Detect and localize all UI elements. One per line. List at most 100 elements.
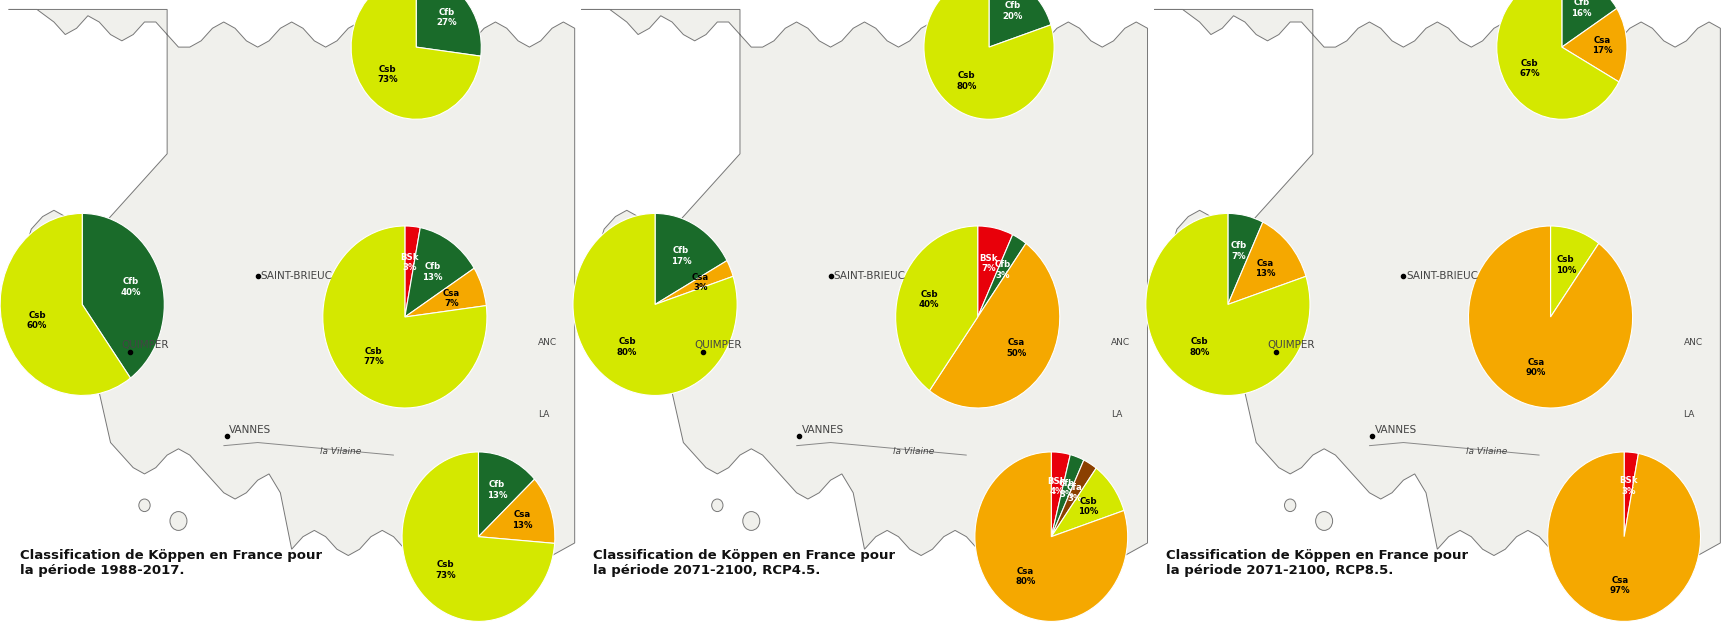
Wedge shape — [1561, 0, 1617, 47]
Text: Cfb
7%: Cfb 7% — [1231, 242, 1247, 261]
Text: Csb
77%: Csb 77% — [363, 347, 384, 366]
Text: BSk
3%: BSk 3% — [399, 253, 418, 273]
Circle shape — [712, 499, 723, 512]
Text: Csa
90%: Csa 90% — [1525, 358, 1546, 377]
Wedge shape — [405, 268, 486, 317]
Wedge shape — [896, 226, 977, 391]
Wedge shape — [1146, 214, 1311, 396]
Polygon shape — [581, 10, 1148, 555]
Text: Csa
50%: Csa 50% — [1006, 339, 1027, 358]
Text: SAINT-BRIEUC: SAINT-BRIEUC — [833, 271, 906, 281]
Circle shape — [169, 512, 187, 531]
Text: Csb
67%: Csb 67% — [1520, 59, 1541, 78]
Wedge shape — [479, 479, 555, 543]
Text: Cfb
27%: Cfb 27% — [436, 8, 456, 27]
Text: QUIMPER: QUIMPER — [695, 340, 742, 350]
Text: ANC: ANC — [1684, 338, 1703, 347]
Text: la Vilaine: la Vilaine — [1466, 448, 1508, 456]
Text: SAINT-BRIEUC: SAINT-BRIEUC — [1406, 271, 1478, 281]
Text: Csb
10%: Csb 10% — [1556, 256, 1575, 275]
Text: Cfb
3%: Cfb 3% — [994, 261, 1011, 280]
Text: la Vilaine: la Vilaine — [892, 448, 934, 456]
Text: Csa
97%: Csa 97% — [1610, 576, 1630, 595]
FancyBboxPatch shape — [1155, 540, 1720, 631]
Text: LA: LA — [1684, 410, 1694, 419]
Text: Cfb
17%: Cfb 17% — [671, 246, 692, 266]
Text: Cfb
20%: Cfb 20% — [1003, 1, 1024, 20]
Wedge shape — [977, 226, 1013, 317]
Text: Cfb
13%: Cfb 13% — [486, 481, 507, 500]
Wedge shape — [1051, 468, 1124, 536]
Text: BSk
3%: BSk 3% — [1618, 476, 1637, 496]
Text: ANC: ANC — [538, 338, 557, 347]
Text: BSk
7%: BSk 7% — [979, 254, 998, 273]
Text: QUIMPER: QUIMPER — [1267, 340, 1316, 350]
Wedge shape — [405, 226, 420, 317]
Wedge shape — [323, 226, 488, 408]
Wedge shape — [83, 214, 164, 378]
Circle shape — [743, 512, 759, 531]
Text: LA: LA — [1110, 410, 1122, 419]
Wedge shape — [403, 452, 555, 621]
Text: Cfb
13%: Cfb 13% — [422, 262, 443, 281]
Circle shape — [138, 499, 150, 512]
Text: Cfb
3%: Cfb 3% — [1058, 479, 1075, 498]
Wedge shape — [0, 214, 130, 396]
FancyBboxPatch shape — [9, 540, 574, 631]
Wedge shape — [351, 0, 481, 119]
Wedge shape — [923, 0, 1055, 119]
Wedge shape — [1547, 452, 1701, 621]
Circle shape — [1316, 512, 1333, 531]
Text: BSk
4%: BSk 4% — [1048, 477, 1067, 496]
Text: Csa
7%: Csa 7% — [443, 289, 460, 308]
Text: Csb
10%: Csb 10% — [1079, 497, 1098, 517]
Text: la Vilaine: la Vilaine — [320, 448, 361, 456]
Text: Csb
80%: Csb 80% — [956, 71, 977, 91]
Text: VANNES: VANNES — [230, 425, 271, 435]
Wedge shape — [1624, 452, 1639, 536]
Text: Csa
17%: Csa 17% — [1592, 36, 1613, 55]
Text: SAINT-BRIEUC: SAINT-BRIEUC — [261, 271, 332, 281]
Wedge shape — [1228, 222, 1305, 304]
Wedge shape — [1468, 226, 1632, 408]
Wedge shape — [479, 452, 534, 536]
Wedge shape — [405, 228, 474, 317]
FancyBboxPatch shape — [581, 540, 1148, 631]
Text: Csb
80%: Csb 80% — [1190, 337, 1210, 357]
Wedge shape — [655, 214, 726, 304]
Text: Classification de Köppen en France pour
la période 2071-2100, RCP8.5.: Classification de Köppen en France pour … — [1165, 549, 1468, 577]
Polygon shape — [9, 10, 574, 555]
Wedge shape — [1051, 452, 1070, 536]
Wedge shape — [1228, 214, 1262, 304]
Wedge shape — [1561, 8, 1627, 82]
Polygon shape — [1155, 10, 1720, 555]
Wedge shape — [572, 214, 737, 396]
Text: Csb
60%: Csb 60% — [26, 311, 47, 330]
Text: Cfa
3%: Cfa 3% — [1067, 483, 1082, 503]
Text: Csb
80%: Csb 80% — [617, 337, 638, 357]
Text: VANNES: VANNES — [1375, 425, 1418, 435]
Text: Cfb
16%: Cfb 16% — [1572, 0, 1592, 18]
Text: VANNES: VANNES — [802, 425, 844, 435]
Text: Classification de Köppen en France pour
la période 2071-2100, RCP4.5.: Classification de Köppen en France pour … — [593, 549, 896, 577]
Wedge shape — [975, 452, 1127, 621]
Wedge shape — [989, 0, 1051, 47]
Wedge shape — [1551, 226, 1599, 317]
Wedge shape — [417, 0, 481, 56]
Circle shape — [1285, 499, 1295, 512]
Wedge shape — [1051, 460, 1096, 536]
Wedge shape — [1051, 455, 1084, 536]
Text: LA: LA — [538, 410, 550, 419]
Text: Csa
80%: Csa 80% — [1015, 567, 1036, 586]
Text: Csb
40%: Csb 40% — [920, 290, 939, 309]
Text: Csb
73%: Csb 73% — [377, 65, 398, 84]
Text: ANC: ANC — [1110, 338, 1129, 347]
Wedge shape — [977, 235, 1025, 317]
Text: Csa
3%: Csa 3% — [692, 273, 709, 292]
Wedge shape — [655, 261, 733, 304]
Text: Csa
13%: Csa 13% — [512, 510, 533, 530]
Wedge shape — [930, 243, 1060, 408]
Text: QUIMPER: QUIMPER — [121, 340, 169, 350]
Text: Cfb
40%: Cfb 40% — [121, 277, 140, 297]
Text: Csa
13%: Csa 13% — [1255, 259, 1274, 278]
